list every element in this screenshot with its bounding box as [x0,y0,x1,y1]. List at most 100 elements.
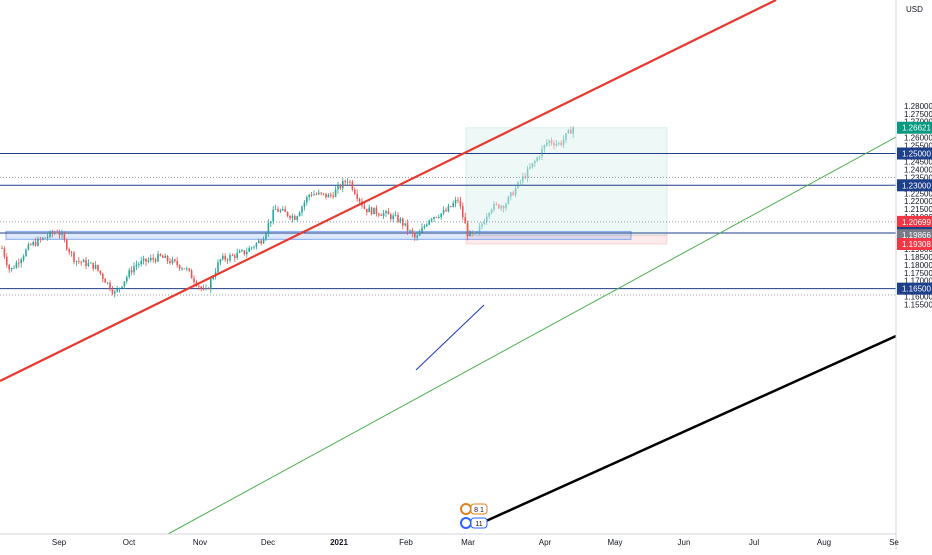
candle-body [402,218,404,226]
candle-body [315,194,318,195]
candle-body [63,234,66,240]
candle [205,284,207,291]
candle-body [44,237,46,239]
candle-body [567,129,570,134]
price-tag: 1.20699 [897,215,932,228]
candle-body [330,194,332,196]
candle-body [541,148,543,157]
y-tick-label: 1.24000 [904,165,932,174]
candle-body [438,217,440,219]
candle [13,264,15,269]
candle-body [255,243,258,247]
candle-body [507,196,510,204]
candle-body [133,266,135,273]
candle [51,229,54,238]
candle-body [56,232,58,234]
candle [519,179,522,186]
candle-body [166,255,169,262]
candle [553,139,555,150]
y-tick-label: 1.17500 [904,269,932,278]
candle [416,231,418,241]
candle-body [301,206,303,213]
candle [42,237,44,241]
event-marker: 11 [460,517,488,529]
candle [39,236,42,243]
candle-body [337,185,339,190]
candle-body [373,207,375,215]
candle-body [212,276,214,279]
candle [406,219,409,236]
candle-body [490,209,493,213]
candle-body [558,142,560,144]
candle [351,179,354,192]
candle [368,204,370,213]
candle [66,238,68,251]
candle [145,258,147,267]
candle [543,144,546,153]
candle [78,257,80,265]
candle-body [1,248,3,249]
candle [30,242,32,246]
candle [92,262,94,272]
candle [505,202,507,212]
candle-body [138,264,140,265]
candle [325,193,327,200]
candle-body [370,207,373,215]
candle [308,193,310,201]
candle-body [418,232,421,236]
candle-body [397,215,399,222]
candle-body [390,214,392,220]
candle-body [459,200,462,207]
candle-body [78,260,80,262]
candle [337,181,339,194]
candle [538,155,541,161]
candle [423,224,426,230]
candle-body [226,259,229,261]
candle [58,229,61,239]
candle-body [334,189,337,197]
candle [541,145,543,160]
candle-body [190,270,193,279]
candle [387,207,390,215]
candle [313,190,315,196]
candle [20,257,22,268]
candle-body [142,258,145,261]
candle [116,285,118,293]
candle [490,208,493,215]
candle-body [106,282,109,284]
price-tag-background [897,121,932,134]
price-tag-label: 1.16500 [902,285,931,294]
candle [546,139,548,147]
candle-body [42,237,44,240]
candle-body [440,213,442,218]
candle-body [114,291,116,294]
candle [512,190,514,196]
candle [498,203,500,210]
candle-body [46,236,49,238]
currency-label: USD [906,5,923,14]
candle-body [411,230,414,234]
candle-body [514,188,517,196]
event-marker: 8 1 [460,503,488,515]
candle [471,230,474,237]
candle [265,231,267,242]
support-zone [5,230,632,240]
candle [454,196,457,208]
candle-body [486,216,488,222]
candle-body [279,210,282,212]
candle-body [488,212,490,217]
candle-body [157,253,159,262]
candle [550,137,553,146]
candle-body [6,256,8,265]
price-tag: 1.23000 [897,179,932,192]
candle-body [426,224,428,227]
candle-body [493,203,495,210]
candle [82,258,85,263]
candle [87,259,90,268]
candle [452,200,454,208]
candle [565,133,567,144]
candle-body [363,205,366,209]
candle [114,289,116,298]
candle-body [99,270,102,274]
